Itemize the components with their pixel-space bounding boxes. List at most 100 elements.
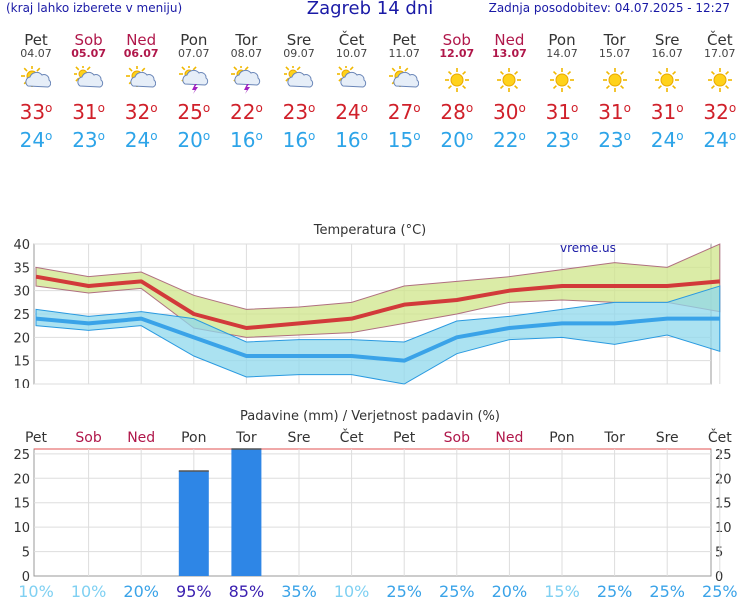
day-date: 16.07 bbox=[651, 47, 683, 60]
precipitation-bar bbox=[231, 449, 262, 576]
max-temperature-value: 30 bbox=[492, 100, 519, 124]
max-temperature: 25o bbox=[177, 100, 211, 124]
min-temperature-value: 24 bbox=[650, 128, 677, 152]
temperature-chart-title: Temperatura (°C) bbox=[313, 223, 426, 238]
sun-icon bbox=[652, 66, 682, 94]
max-temperature: 31o bbox=[545, 100, 579, 124]
y-tick-label: 20 bbox=[13, 331, 30, 346]
min-temperature: 16o bbox=[229, 128, 263, 152]
day-column: Ned 13.07 30o 22o bbox=[483, 32, 535, 152]
day-name: Sre bbox=[654, 31, 680, 49]
min-temperature-value: 20 bbox=[177, 128, 203, 152]
min-temperature-value: 24 bbox=[124, 128, 151, 152]
min-temperature-value: 23 bbox=[72, 128, 98, 152]
precipitation-chart: Padavine (mm) / Verjetnost padavin (%) Pe… bbox=[13, 409, 737, 600]
x-tick-label: Čet bbox=[340, 428, 364, 446]
min-temperature-value: 16 bbox=[229, 128, 256, 152]
day-name: Pon bbox=[548, 31, 576, 49]
precipitation-chart-title: Padavine (mm) / Verjetnost padavin (%) bbox=[240, 409, 500, 424]
header: (kraj lahko izberete v meniju) Zagreb 14… bbox=[0, 0, 740, 22]
min-temperature: 24o bbox=[650, 128, 684, 152]
page-title: Zagreb 14 dni bbox=[306, 0, 434, 19]
max-temperature-value: 24 bbox=[335, 100, 361, 124]
x-tick-label: Pon bbox=[181, 430, 206, 446]
max-temperature-value: 28 bbox=[440, 100, 466, 124]
x-tick-label: Ned bbox=[495, 430, 523, 446]
day-column: Sre 09.07 23o 16o bbox=[273, 32, 325, 152]
max-temperature: 32o bbox=[124, 100, 158, 124]
day-date: 11.07 bbox=[388, 47, 420, 60]
day-name: Čet bbox=[338, 31, 365, 49]
y-tick-label: 20 bbox=[13, 472, 30, 487]
max-temperature-value: 27 bbox=[387, 100, 414, 124]
precipitation-bar bbox=[178, 470, 209, 576]
probability-label: 25% bbox=[649, 582, 685, 600]
probability-label: 15% bbox=[544, 582, 580, 600]
day-column: Čet 17.07 32o 24o bbox=[694, 32, 740, 152]
max-temperature: 31o bbox=[650, 100, 684, 124]
max-temperature-value: 31 bbox=[545, 100, 572, 124]
x-tick-label: Pet bbox=[393, 430, 416, 446]
probability-label: 25% bbox=[597, 582, 633, 600]
day-date: 06.07 bbox=[123, 47, 159, 60]
max-temperature-value: 25 bbox=[177, 100, 203, 124]
max-temperature: 27o bbox=[387, 100, 421, 124]
y-tick-label-right: 25 bbox=[715, 448, 732, 463]
sun-icon bbox=[600, 66, 630, 94]
y-tick-label: 5 bbox=[22, 546, 30, 561]
cloudy-icon bbox=[335, 64, 367, 94]
day-date: 14.07 bbox=[546, 47, 578, 60]
cloudy-icon bbox=[283, 64, 314, 94]
min-temperature-value: 15 bbox=[387, 128, 414, 152]
max-temperature: 30o bbox=[492, 100, 526, 124]
min-temperature-value: 22 bbox=[492, 128, 519, 152]
probability-label: 25% bbox=[439, 582, 475, 600]
day-date: 10.07 bbox=[335, 47, 368, 60]
probability-label: 20% bbox=[123, 582, 159, 600]
x-tick-label: Sre bbox=[656, 430, 679, 446]
day-date: 15.07 bbox=[598, 47, 631, 60]
day-name: Sob bbox=[74, 31, 103, 49]
x-tick-label: Sob bbox=[75, 430, 101, 446]
day-column: Sob 12.07 28o 20o bbox=[431, 32, 483, 152]
x-tick-label: Tor bbox=[235, 430, 257, 446]
max-temperature: 33o bbox=[19, 100, 53, 124]
probability-label: 20% bbox=[492, 582, 528, 600]
probability-label: 95% bbox=[176, 582, 212, 600]
max-temperature-value: 31 bbox=[598, 100, 624, 124]
min-temperature-line bbox=[35, 316, 720, 363]
partly-cloudy-icon bbox=[389, 65, 420, 94]
max-temperature-value: 33 bbox=[19, 100, 46, 124]
min-temperature: 16o bbox=[282, 128, 316, 152]
day-name: Čet bbox=[707, 31, 733, 49]
min-temperature: 20o bbox=[440, 128, 474, 152]
x-tick-label: Pon bbox=[549, 430, 574, 446]
probability-label: 35% bbox=[281, 582, 317, 600]
max-temperature-value: 22 bbox=[229, 100, 256, 124]
x-tick-label: Čet bbox=[708, 428, 732, 446]
min-temperature-value: 23 bbox=[545, 128, 572, 152]
min-temperature: 22o bbox=[492, 128, 526, 152]
day-column: Pet 04.07 33o 24o bbox=[10, 32, 62, 152]
daily-forecast-strip: Pet 04.07 33o 24o Sob 05.07 31o 23o Ned 06.07 32o 2… bbox=[0, 32, 740, 172]
location-menu-hint[interactable]: (kraj lahko izberete v meniju) bbox=[6, 1, 183, 15]
x-tick-label: Ned bbox=[127, 430, 155, 446]
day-column: Ned 06.07 32o 24o bbox=[115, 32, 167, 152]
y-tick-label: 15 bbox=[13, 355, 30, 370]
day-name: Ned bbox=[494, 31, 525, 49]
max-temperature-value: 31 bbox=[650, 100, 677, 124]
y-tick-label: 40 bbox=[13, 238, 30, 253]
max-temperature-value: 32 bbox=[124, 100, 151, 124]
y-tick-label: 15 bbox=[13, 497, 30, 512]
max-temperature: 24o bbox=[335, 100, 368, 124]
max-temperature: 22o bbox=[229, 100, 263, 124]
day-name: Sob bbox=[442, 31, 471, 49]
min-temperature: 16o bbox=[335, 128, 368, 152]
day-name: Tor bbox=[603, 31, 626, 49]
max-temperature: 31o bbox=[598, 100, 631, 124]
last-update: Zadnja posodobitev: 04.07.2025 - 12:27 bbox=[488, 1, 730, 15]
min-temperature: 24o bbox=[703, 128, 737, 152]
watermark: vreme.us bbox=[560, 241, 616, 255]
min-temperature: 20o bbox=[177, 128, 211, 152]
min-temperature-range-band bbox=[35, 285, 721, 385]
